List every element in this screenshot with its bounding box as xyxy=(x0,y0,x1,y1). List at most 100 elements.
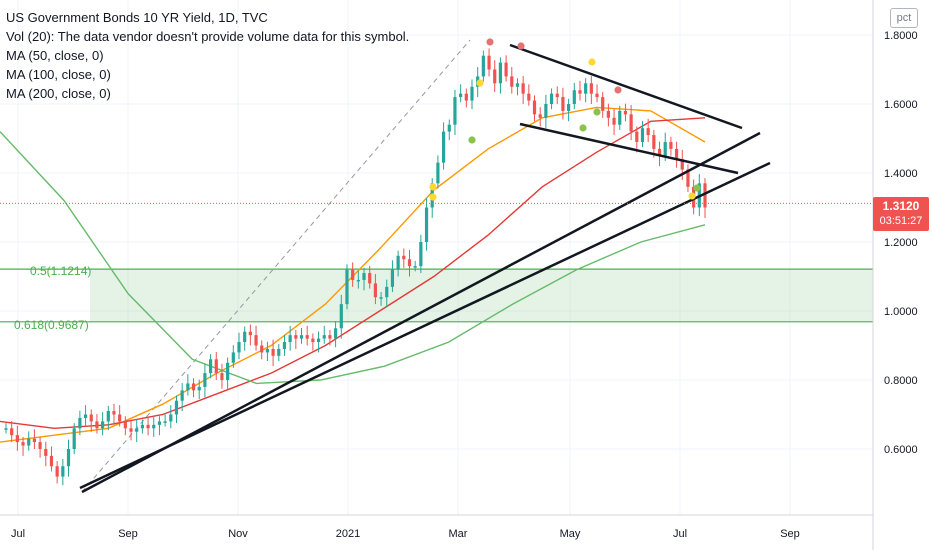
candle xyxy=(351,262,355,287)
candle xyxy=(544,94,548,129)
y-tick-label: 1.0000 xyxy=(884,306,918,318)
last-price-value: 1.3120 xyxy=(882,199,920,213)
x-tick-label: May xyxy=(560,528,581,540)
candle xyxy=(61,459,65,486)
y-tick-label: 1.6000 xyxy=(884,99,918,111)
candle xyxy=(453,89,457,136)
candle xyxy=(567,98,571,122)
legend-ma200[interactable]: MA (200, close, 0) xyxy=(6,86,111,101)
candle xyxy=(686,164,690,192)
candle xyxy=(101,412,105,436)
legend-vol[interactable]: Vol (20): The data vendor doesn't provid… xyxy=(6,29,410,44)
candle xyxy=(112,403,116,425)
candle xyxy=(305,325,309,346)
candle xyxy=(265,341,270,362)
candle xyxy=(288,325,292,351)
candle xyxy=(424,198,429,251)
candle xyxy=(106,405,110,431)
candle xyxy=(78,410,82,436)
signal-dot xyxy=(693,184,701,192)
candle xyxy=(220,363,224,389)
candle xyxy=(316,331,321,353)
candle xyxy=(38,436,42,458)
signal-dot xyxy=(468,136,476,144)
candle xyxy=(140,419,144,434)
candle xyxy=(487,48,491,77)
candle xyxy=(21,436,25,456)
trendline-4 xyxy=(519,122,739,175)
candle xyxy=(703,178,707,218)
signal-dot xyxy=(593,108,601,116)
candle xyxy=(441,122,446,170)
candle xyxy=(186,374,190,396)
candle xyxy=(27,431,31,451)
candle xyxy=(118,405,122,427)
signal-dot xyxy=(688,192,696,200)
candle xyxy=(407,249,412,277)
candle xyxy=(635,126,639,153)
trendline-3 xyxy=(509,43,743,130)
candle xyxy=(402,248,406,268)
ma100-line xyxy=(0,117,706,430)
fib-label-0618: 0.618(0.9687) xyxy=(14,318,89,332)
legend-ma50[interactable]: MA (50, close, 0) xyxy=(6,48,104,63)
candle xyxy=(396,250,400,277)
trendline-1 xyxy=(81,131,761,494)
signal-dot xyxy=(579,124,587,132)
bar-countdown: 03:51:27 xyxy=(879,215,923,227)
candle xyxy=(89,409,93,432)
candle xyxy=(299,327,304,344)
candle xyxy=(203,363,207,398)
candle xyxy=(618,105,622,130)
candle xyxy=(169,405,173,429)
candle xyxy=(527,84,531,106)
x-tick-label: Nov xyxy=(228,528,248,540)
candle xyxy=(282,334,287,356)
candle xyxy=(578,80,582,101)
candle xyxy=(515,78,520,96)
fib-zone xyxy=(90,269,873,322)
candle xyxy=(328,329,332,346)
axis-unit-toggle[interactable]: pct xyxy=(890,8,918,28)
candle xyxy=(657,141,662,167)
signal-dot xyxy=(614,86,622,94)
candle xyxy=(481,50,485,82)
candle xyxy=(339,294,343,339)
candle xyxy=(174,395,179,424)
candle xyxy=(4,423,8,434)
legend-ma100[interactable]: MA (100, close, 0) xyxy=(6,67,111,82)
candle xyxy=(436,155,440,189)
candle xyxy=(413,260,417,272)
candle xyxy=(555,86,559,104)
x-tick-label: Jul xyxy=(11,528,25,540)
candle xyxy=(191,378,196,398)
candle xyxy=(15,425,19,451)
candle xyxy=(385,279,389,308)
signal-dot xyxy=(429,183,437,191)
candle xyxy=(459,84,463,103)
candle xyxy=(373,274,377,305)
candle xyxy=(44,441,48,467)
candle xyxy=(123,416,127,436)
candle xyxy=(510,67,514,94)
candle xyxy=(674,141,679,168)
candle xyxy=(231,345,235,368)
x-tick-label: Sep xyxy=(118,528,138,540)
trendline-2 xyxy=(79,161,771,490)
candle xyxy=(197,379,201,399)
y-tick-label: 1.8000 xyxy=(884,30,918,42)
candle xyxy=(129,421,133,441)
legend-title[interactable]: US Government Bonds 10 YR Yield, 1D, TVC xyxy=(6,10,268,25)
candle xyxy=(601,91,605,118)
candle xyxy=(669,136,673,156)
candle xyxy=(646,118,650,142)
candle xyxy=(248,324,252,346)
candle xyxy=(623,103,628,122)
candle xyxy=(294,329,298,349)
candle xyxy=(152,415,156,437)
ma200-line xyxy=(0,131,706,385)
candle xyxy=(379,292,383,306)
candle xyxy=(157,416,162,436)
